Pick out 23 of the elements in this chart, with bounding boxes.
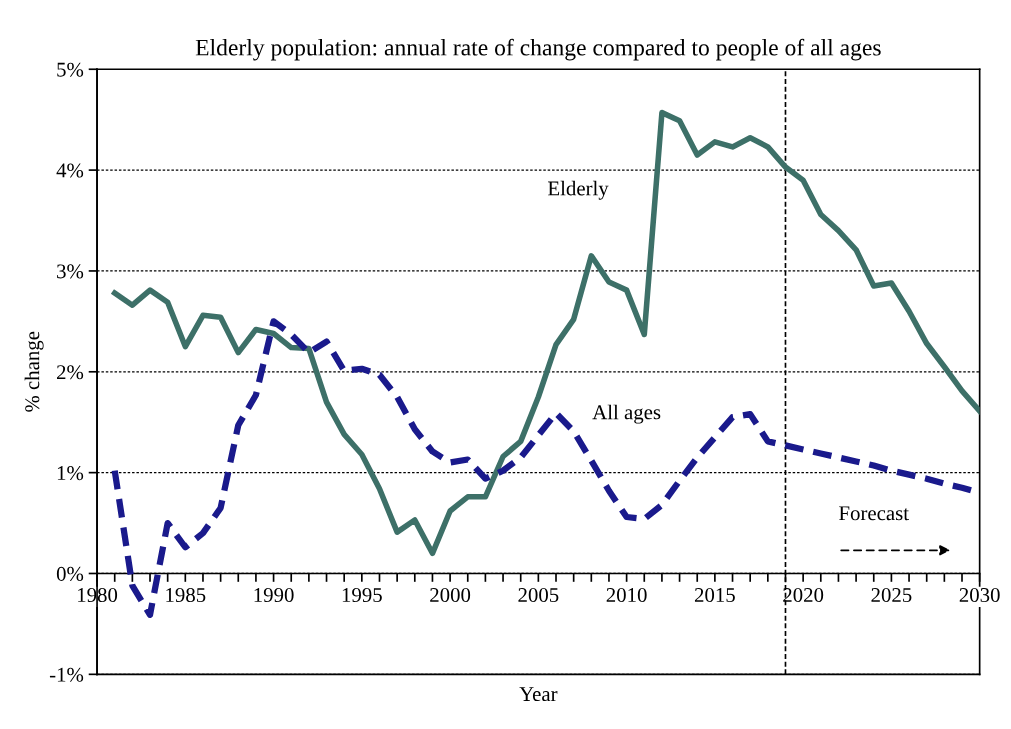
series-label: All ages (592, 404, 661, 424)
y-tick-label: -1% (49, 667, 84, 682)
text: Elderly (548, 180, 609, 200)
x-tick-label: 2025 (871, 587, 912, 603)
x-tick-label: 2005 (518, 587, 559, 603)
x-tick-label: 1985 (166, 587, 206, 603)
y-axis-title: % change (24, 331, 44, 412)
x-tick-label: 1995 (342, 588, 382, 603)
y-tick-label: 1% (57, 466, 84, 481)
x-axis-title: Year (519, 687, 558, 702)
y-tick-label: 5% (57, 62, 84, 77)
x-tick-label: 1990 (254, 587, 294, 603)
annotation: Forecast (839, 506, 909, 521)
y-tick-label: 3% (57, 264, 84, 279)
x-tick-label: 2010 (606, 587, 647, 603)
y-tick-label: 4% (56, 163, 84, 178)
x-tick-label: 2020 (783, 587, 824, 603)
chart-title: Elderly population: annual rate of change compared to people of all ages (195, 38, 881, 61)
x-tick-label: 2030 (959, 587, 1000, 603)
y-tick-label: 2% (57, 365, 84, 380)
x-tick-label: 2015 (694, 587, 735, 603)
y-tick-label: 0% (56, 566, 84, 581)
x-tick-label: 2000 (430, 587, 471, 603)
